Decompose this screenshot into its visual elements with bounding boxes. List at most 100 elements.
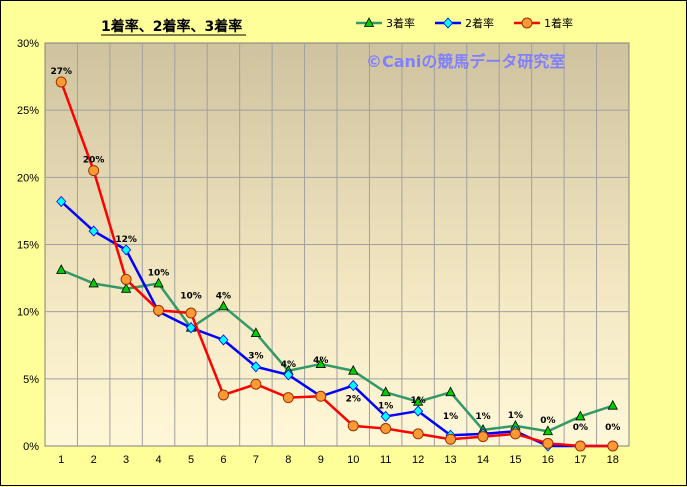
chart-title-text: 1着率、2着率、3着率 xyxy=(101,18,242,35)
data-label: 1% xyxy=(475,412,490,422)
data-point xyxy=(542,425,554,436)
data-point xyxy=(509,428,521,440)
data-point xyxy=(380,410,391,423)
x-tick-label: 9 xyxy=(318,454,324,466)
data-point xyxy=(445,433,457,445)
x-tick-label: 3 xyxy=(123,454,129,466)
data-point xyxy=(250,361,261,373)
data-label: 4% xyxy=(216,291,231,301)
data-point xyxy=(88,225,99,237)
x-tick-label: 13 xyxy=(444,454,456,466)
data-point xyxy=(217,389,229,401)
data-point xyxy=(185,307,197,319)
data-point xyxy=(348,364,359,375)
data-point xyxy=(575,410,586,421)
data-label: 4% xyxy=(313,356,328,366)
data-point xyxy=(412,428,424,440)
y-tick-label: 5% xyxy=(23,374,39,386)
legend-marker xyxy=(363,17,375,27)
x-tick-label: 6 xyxy=(220,454,226,466)
data-point xyxy=(315,358,326,368)
x-axis-ticks: 1 2 3 4 5 6 7 8 9 10 11 12 13 14 15 16 17 18 xyxy=(58,454,619,466)
y-tick-label: 10% xyxy=(17,307,39,319)
data-point xyxy=(607,399,618,410)
data-point xyxy=(56,264,67,274)
data-point xyxy=(185,322,197,334)
series-line xyxy=(60,268,614,433)
data-label: 0% xyxy=(573,423,588,433)
data-point xyxy=(607,440,619,452)
y-tick-label: 15% xyxy=(17,240,39,252)
y-tick-label: 30% xyxy=(17,38,39,50)
legend-marker xyxy=(521,17,533,29)
x-tick-label: 15 xyxy=(509,454,521,466)
data-point xyxy=(250,378,262,390)
x-tick-label: 12 xyxy=(412,454,424,466)
x-tick-label: 18 xyxy=(607,454,619,466)
x-tick-label: 7 xyxy=(253,454,259,466)
data-point xyxy=(88,165,100,177)
watermark: ©Caniの競馬データ研究室 xyxy=(366,52,565,71)
data-label: 27% xyxy=(50,67,72,77)
data-label: 1% xyxy=(508,411,523,421)
data-point xyxy=(574,440,586,452)
data-point xyxy=(347,420,359,432)
data-label: 1% xyxy=(443,412,458,422)
x-tick-label: 14 xyxy=(477,454,489,466)
x-tick-label: 11 xyxy=(380,454,391,466)
x-tick-label: 17 xyxy=(574,454,586,466)
data-point xyxy=(315,390,327,402)
legend-marker xyxy=(442,17,454,29)
data-label: 20% xyxy=(83,156,105,166)
data-point xyxy=(445,386,456,397)
data-label: 10% xyxy=(180,291,202,301)
data-point xyxy=(121,244,132,256)
data-point xyxy=(380,386,391,397)
gridlines xyxy=(45,43,629,446)
data-point xyxy=(218,300,229,311)
data-labels: 27% 20% 12% 10% 10% 4% 3% 4% 4% 2% 1% 1% 1% 1% 1% 0% 0% 0… xyxy=(50,67,620,433)
series-line xyxy=(60,81,613,448)
legend: 3着率 2着率 1着率 xyxy=(356,16,573,30)
data-label: 0% xyxy=(605,423,620,433)
data-label: 2% xyxy=(346,395,361,405)
y-axis-ticks: 0% 5% 10% 15% 20% 25% 30% xyxy=(17,38,39,453)
data-point xyxy=(56,195,67,208)
x-tick-label: 5 xyxy=(188,454,194,466)
data-point xyxy=(218,334,229,346)
data-point xyxy=(412,395,424,406)
y-tick-label: 0% xyxy=(23,441,39,453)
x-tick-label: 10 xyxy=(347,454,359,466)
x-tick-label: 8 xyxy=(285,454,291,466)
x-tick-label: 2 xyxy=(91,454,97,466)
x-tick-label: 1 xyxy=(58,454,64,466)
legend-label: 3着率 xyxy=(386,16,415,30)
data-point xyxy=(120,282,132,293)
data-label: 0% xyxy=(540,416,555,426)
chart-title: 1着率、2着率、3着率 xyxy=(101,18,246,36)
data-point xyxy=(250,327,262,338)
data-label: 10% xyxy=(148,268,170,278)
series-group xyxy=(55,76,619,452)
data-label: 3% xyxy=(248,352,263,362)
x-tick-label: 16 xyxy=(542,454,554,466)
data-point xyxy=(153,304,165,316)
y-tick-label: 25% xyxy=(17,105,39,117)
y-tick-label: 20% xyxy=(17,172,39,184)
data-label: 1% xyxy=(378,401,393,411)
data-point xyxy=(55,76,67,88)
data-label: 1% xyxy=(410,396,425,406)
data-point xyxy=(153,277,164,288)
data-label: 12% xyxy=(115,235,137,245)
data-point xyxy=(283,369,294,381)
legend-label: 2着率 xyxy=(465,16,494,30)
data-point xyxy=(380,423,392,435)
data-point xyxy=(120,273,132,285)
legend-label: 1着率 xyxy=(544,16,573,30)
data-point xyxy=(542,437,554,449)
data-point xyxy=(477,431,489,443)
data-point xyxy=(413,405,424,417)
data-point xyxy=(348,379,359,392)
data-point xyxy=(282,392,294,404)
